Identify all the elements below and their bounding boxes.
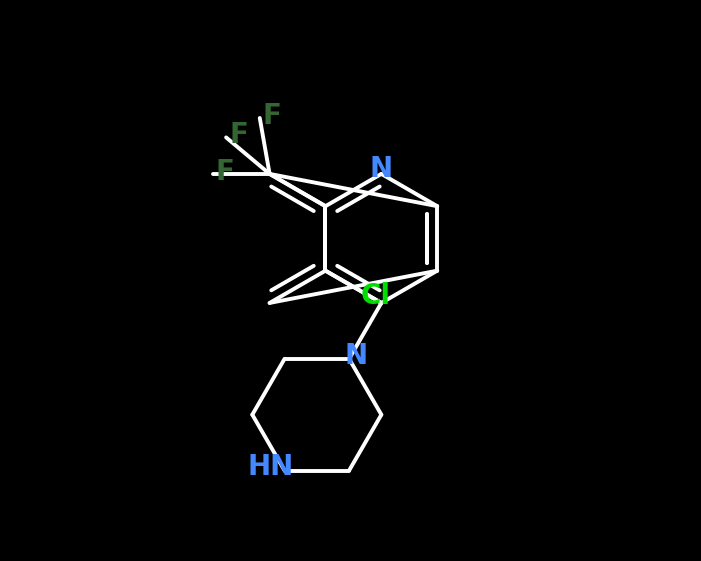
Text: Cl: Cl	[361, 282, 390, 310]
Text: F: F	[229, 121, 248, 149]
Text: N: N	[344, 342, 367, 370]
Text: F: F	[216, 158, 235, 186]
Text: HN: HN	[247, 453, 294, 481]
Text: N: N	[370, 155, 393, 183]
Text: F: F	[263, 102, 282, 130]
